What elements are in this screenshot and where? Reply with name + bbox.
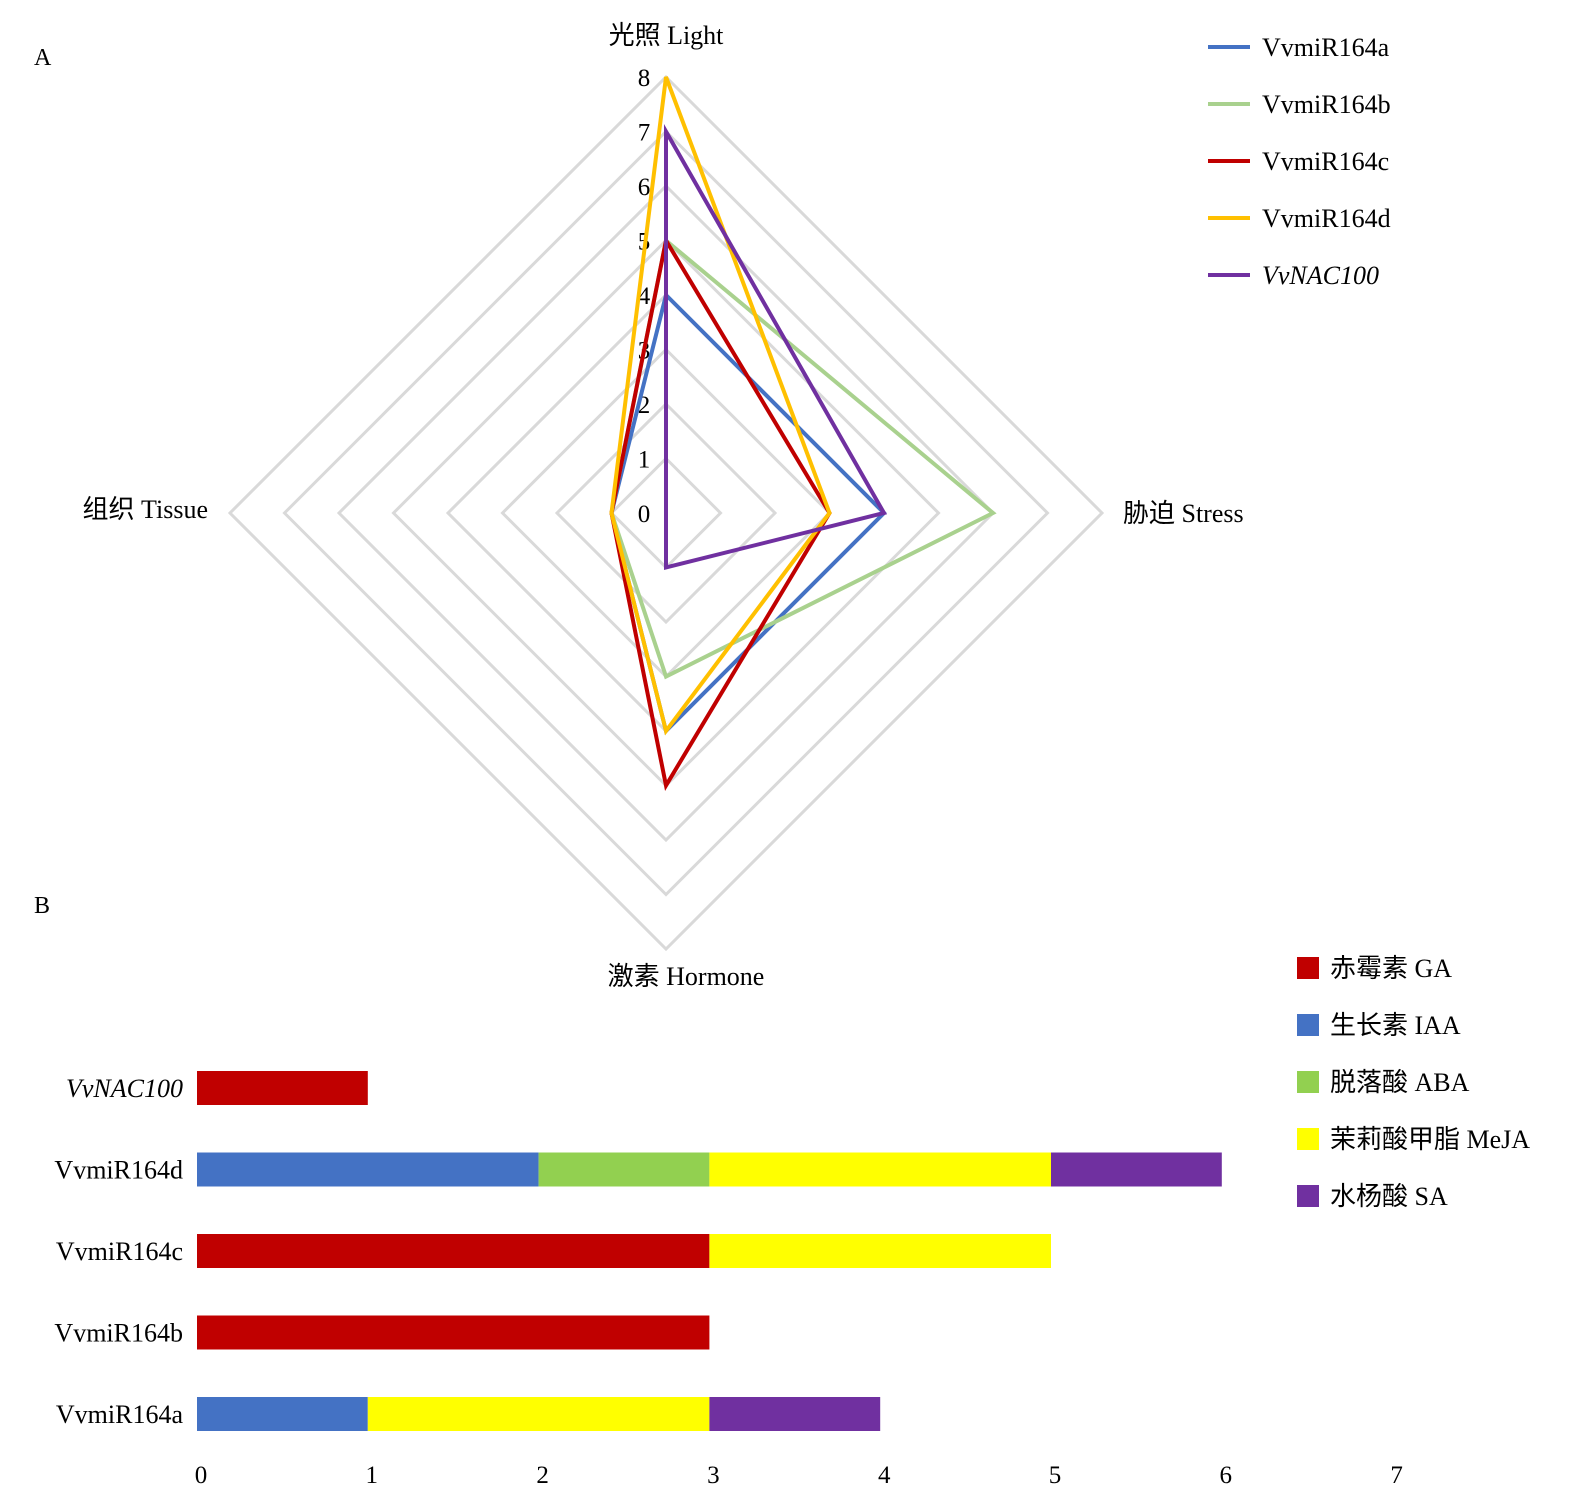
bar-legend-swatch-1: [1297, 1014, 1319, 1036]
bar-legend-label-2: 脱落酸 ABA: [1330, 1068, 1470, 1097]
bar-legend-label-1: 生长素 IAA: [1330, 1011, 1461, 1040]
bar-legend-swatch-4: [1297, 1185, 1319, 1207]
bar-x-tick-label-2: 2: [536, 1462, 549, 1489]
bar-segments: [197, 1071, 1222, 1431]
bar-segment-vvmir164b-ga: [197, 1315, 710, 1350]
panel-a-label: A: [34, 45, 52, 71]
radar-axis-label-4: 组织 Tissue: [83, 495, 208, 524]
radar-tick-label-0: 0: [638, 501, 651, 528]
bar-legend-label-0: 赤霉素 GA: [1330, 954, 1452, 983]
radar-series-line-vvmir164b: [609, 236, 997, 680]
radar-tick-label-1: 1: [638, 447, 651, 474]
bar-category-label-vvmir164a: VvmiR164a: [56, 1400, 184, 1429]
bar-category-label-vvmir164d: VvmiR164d: [54, 1156, 183, 1185]
bar-legend-swatch-2: [1297, 1071, 1319, 1093]
bar-segment-vvmir164a-meja: [367, 1397, 710, 1431]
bar-segment-vvmir164c-meja: [709, 1234, 1051, 1268]
radar-grid-ring-8: [227, 74, 1105, 952]
bar-legend-label-4: 水杨酸 SA: [1330, 1182, 1448, 1211]
bar-x-tick-labels: 0 1 2 3 4 5 6 7: [195, 1462, 1403, 1489]
radar-series-line-vvnac100: [664, 123, 888, 571]
bar-x-tick-label-5: 5: [1049, 1462, 1062, 1489]
radar-grid-ring-2: [554, 401, 778, 625]
bar-x-tick-label-7: 7: [1390, 1462, 1403, 1489]
bar-legend-swatch-3: [1297, 1128, 1319, 1150]
bar-segment-vvmir164d-sa: [1051, 1152, 1222, 1187]
bar-x-tick-label-3: 3: [707, 1462, 720, 1489]
bar-category-label-vvmir164b: VvmiR164b: [54, 1319, 183, 1348]
bar-segment-vvmir164d-meja: [709, 1152, 1051, 1187]
radar-grid-ring-7: [282, 129, 1050, 897]
bar-segment-vvmir164a-sa: [709, 1397, 881, 1431]
radar-axis-label-2: 胁迫 Stress: [1123, 499, 1244, 528]
radar-tick-label-7: 7: [638, 120, 651, 147]
radar-axis-labels: 光照 Light 胁迫 Stress 激素 Hormone 组织 Tissue: [83, 21, 1244, 991]
radar-legend-label-vvmir164d: VvmiR164d: [1262, 204, 1391, 233]
radar-grid-ring-6: [336, 183, 996, 843]
bar-x-tick-label-0: 0: [195, 1462, 208, 1489]
bar-x-tick-label-6: 6: [1220, 1462, 1233, 1489]
radar-axis-label-1: 光照 Light: [609, 21, 725, 50]
radar-legend-label-vvnac100: VvNAC100: [1262, 261, 1379, 290]
bar-segment-vvnac100-ga: [197, 1071, 368, 1105]
radar-series-line-vvmir164a: [609, 291, 887, 735]
bar-segment-vvmir164a-iaa: [197, 1397, 368, 1431]
bar-segment-vvmir164c-ga: [197, 1234, 710, 1268]
bar-category-labels: VvmiR164a VvmiR164b VvmiR164c VvmiR164d VvNA…: [54, 1074, 183, 1429]
bar-x-tick-label-1: 1: [366, 1462, 379, 1489]
radar-legend-label-vvmir164a: VvmiR164a: [1262, 33, 1390, 62]
radar-legend-label-vvmir164b: VvmiR164b: [1262, 90, 1391, 119]
bar-legend: 赤霉素 GA 生长素 IAA 脱落酸 ABA 茉莉酸甲脂 MeJA 水杨酸 SA: [1297, 954, 1530, 1211]
panel-b-label: B: [34, 893, 50, 919]
radar-axis-label-3: 激素 Hormone: [608, 962, 765, 991]
bar-category-label-vvnac100: VvNAC100: [66, 1074, 183, 1103]
bar-category-label-vvmir164c: VvmiR164c: [56, 1237, 183, 1266]
radar-series-line-vvmir164c: [609, 235, 832, 791]
radar-legend-label-vvmir164c: VvmiR164c: [1262, 147, 1389, 176]
bar-segment-vvmir164d-iaa: [197, 1152, 539, 1187]
stacked-bar-chart: VvmiR164a VvmiR164b VvmiR164c VvmiR164d VvNA…: [54, 954, 1530, 1489]
bar-legend-swatch-0: [1297, 957, 1319, 979]
radar-tick-label-8: 8: [638, 65, 651, 92]
bar-legend-label-3: 茉莉酸甲脂 MeJA: [1330, 1125, 1530, 1154]
bar-segment-vvmir164d-aba: [538, 1152, 710, 1187]
radar-tick-label-6: 6: [638, 174, 651, 201]
radar-legend: VvmiR164a VvmiR164b VvmiR164c VvmiR164d VvNA…: [1208, 33, 1391, 290]
radar-series: [609, 76, 997, 791]
bar-x-tick-label-4: 4: [878, 1462, 891, 1489]
radar-series-line-vvmir164d: [609, 76, 832, 736]
